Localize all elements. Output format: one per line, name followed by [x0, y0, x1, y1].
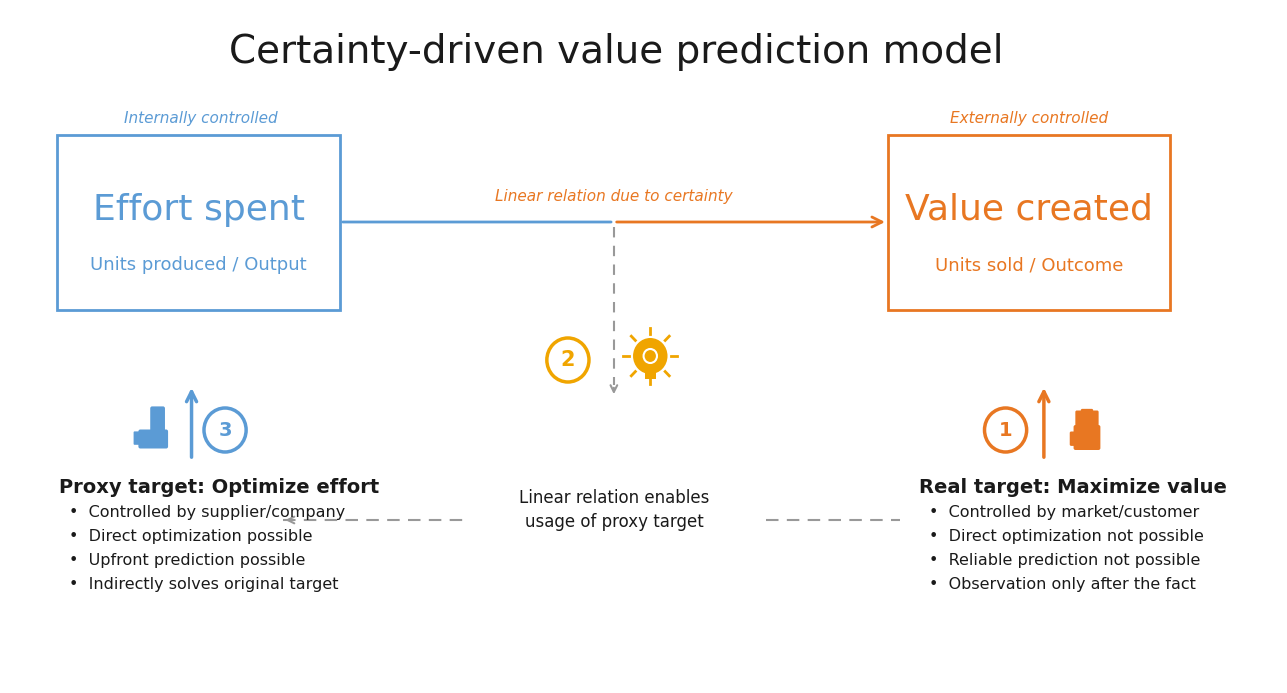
FancyBboxPatch shape — [151, 406, 165, 433]
Text: •  Controlled by supplier/company: • Controlled by supplier/company — [69, 505, 345, 520]
Text: Proxy target: Optimize effort: Proxy target: Optimize effort — [59, 478, 380, 497]
FancyBboxPatch shape — [1073, 425, 1100, 450]
Text: Externally controlled: Externally controlled — [951, 110, 1108, 125]
Text: Real target: Maximize value: Real target: Maximize value — [919, 478, 1228, 497]
FancyBboxPatch shape — [1081, 409, 1088, 430]
Text: •  Controlled by market/customer: • Controlled by market/customer — [929, 505, 1199, 520]
Text: 2: 2 — [561, 350, 575, 370]
Text: •  Reliable prediction not possible: • Reliable prediction not possible — [929, 553, 1201, 568]
FancyBboxPatch shape — [139, 430, 169, 448]
Circle shape — [633, 338, 668, 374]
FancyBboxPatch shape — [1076, 410, 1082, 430]
FancyBboxPatch shape — [1086, 409, 1093, 430]
FancyBboxPatch shape — [1091, 410, 1099, 430]
Bar — [58, 135, 340, 310]
Text: 1: 1 — [999, 421, 1013, 439]
FancyBboxPatch shape — [1069, 432, 1079, 446]
Bar — [888, 135, 1170, 310]
Text: Internally controlled: Internally controlled — [125, 110, 278, 125]
Text: Linear relation due to certainty: Linear relation due to certainty — [495, 189, 732, 204]
Text: Units sold / Outcome: Units sold / Outcome — [934, 256, 1124, 274]
Text: Certainty-driven value prediction model: Certainty-driven value prediction model — [229, 33, 1004, 71]
Text: •  Observation only after the fact: • Observation only after the fact — [929, 577, 1196, 592]
Text: •  Direct optimization possible: • Direct optimization possible — [69, 529, 313, 544]
Text: usage of proxy target: usage of proxy target — [525, 513, 703, 531]
Text: •  Direct optimization not possible: • Direct optimization not possible — [929, 529, 1203, 544]
Text: •  Indirectly solves original target: • Indirectly solves original target — [69, 577, 338, 592]
FancyBboxPatch shape — [134, 432, 142, 445]
Text: Effort spent: Effort spent — [93, 193, 305, 227]
Text: Value created: Value created — [905, 193, 1153, 227]
Text: Linear relation enables: Linear relation enables — [519, 489, 709, 507]
Text: 3: 3 — [219, 421, 232, 439]
Bar — [645, 372, 656, 379]
Text: Units produced / Output: Units produced / Output — [90, 256, 308, 274]
Text: •  Upfront prediction possible: • Upfront prediction possible — [69, 553, 305, 568]
